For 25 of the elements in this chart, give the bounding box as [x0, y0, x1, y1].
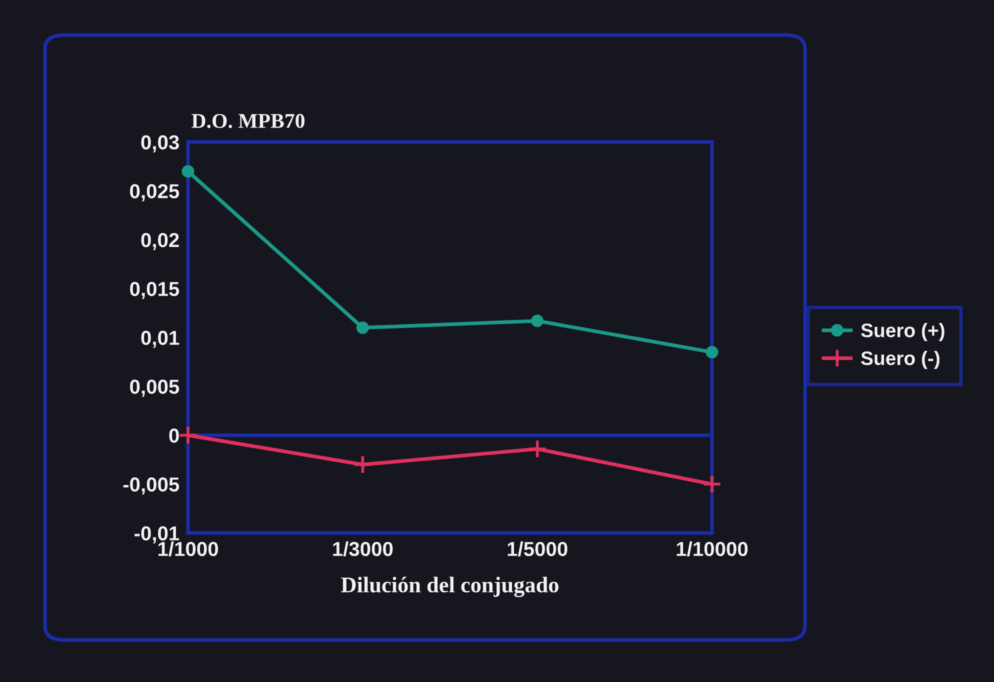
y-tick-label: 0,005: [130, 380, 180, 397]
legend-label: Suero (+): [861, 323, 944, 342]
y-tick-label: 0,01: [141, 330, 180, 348]
x-axis-title: Dilución del conjugado: [341, 576, 558, 598]
y-tick-label: -0,01: [134, 526, 180, 544]
point: [702, 474, 722, 494]
y-tick-label: 0,025: [130, 184, 180, 202]
point: [352, 454, 372, 474]
y-tick-label: -0,005: [123, 477, 180, 495]
point: [178, 426, 198, 445]
y-axis-title: D.O. MPB70: [192, 114, 304, 128]
y-tick-label: 0,02: [141, 232, 179, 250]
x-tick-label: 1/10000: [676, 541, 748, 556]
legend-label: Suero (-): [861, 350, 940, 369]
point: [528, 439, 548, 459]
point: [182, 165, 194, 178]
y-tick-label: 0,015: [130, 282, 180, 300]
point: [531, 314, 544, 328]
y-tick-label: 0,03: [141, 135, 179, 152]
point: [356, 321, 369, 334]
y-tick-label: 0: [169, 428, 179, 443]
x-tick-label: 1/5000: [508, 541, 568, 556]
point: [706, 346, 718, 358]
x-tick-label: 1/3000: [333, 541, 393, 556]
x-tick-label: 1/1000: [158, 541, 218, 556]
